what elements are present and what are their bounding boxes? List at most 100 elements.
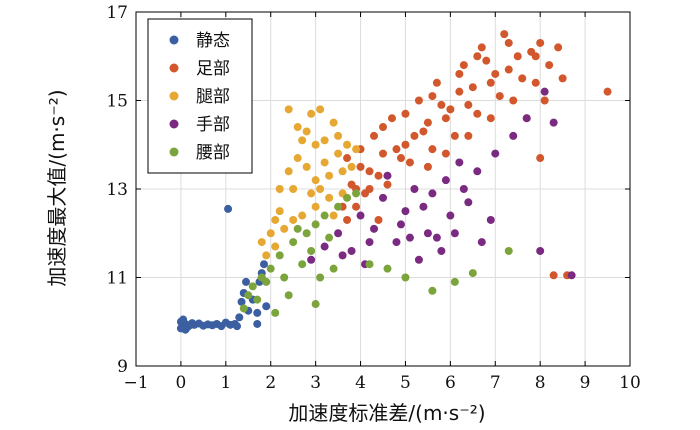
data-point [513, 52, 522, 61]
data-point [329, 118, 338, 127]
data-point [428, 286, 437, 295]
data-point [293, 154, 302, 163]
data-point [473, 167, 482, 176]
data-point [441, 114, 450, 123]
x-tick-label: 2 [265, 373, 276, 393]
data-point [181, 325, 190, 334]
x-tick-label: 9 [580, 373, 591, 393]
data-point [338, 167, 347, 176]
data-point [244, 291, 253, 300]
data-point [311, 220, 320, 229]
data-point [343, 193, 352, 202]
data-point [522, 114, 531, 123]
data-point [311, 300, 320, 309]
data-point [329, 264, 338, 273]
data-point [343, 140, 352, 149]
data-point [414, 255, 423, 264]
data-point [540, 96, 549, 105]
data-point [257, 238, 266, 247]
data-point [248, 282, 257, 291]
data-point [473, 52, 482, 61]
data-point [509, 131, 518, 140]
data-point [352, 202, 361, 211]
data-point [280, 224, 289, 233]
data-point [536, 154, 545, 163]
data-point [316, 105, 325, 114]
data-point [237, 297, 246, 306]
series-2 [338, 30, 612, 280]
data-point [531, 78, 540, 87]
y-tick-label: 9 [117, 357, 128, 377]
data-point [455, 87, 464, 96]
data-point [311, 202, 320, 211]
data-point [554, 43, 563, 52]
data-point [320, 242, 329, 251]
legend-label: 足部 [196, 59, 230, 79]
data-point [370, 131, 379, 140]
axis-ticks [135, 11, 631, 367]
data-point [437, 246, 446, 255]
data-point [370, 224, 379, 233]
data-point [262, 302, 271, 311]
data-point [307, 189, 316, 198]
data-point [540, 87, 549, 96]
data-point [446, 105, 455, 114]
legend-label: 腿部 [196, 87, 230, 107]
data-point [271, 308, 280, 317]
data-point [253, 319, 262, 328]
data-point [334, 149, 343, 158]
data-point [401, 273, 410, 282]
data-point [334, 202, 343, 211]
data-point [405, 233, 414, 242]
data-point [329, 211, 338, 220]
series-5 [239, 189, 513, 317]
data-point [401, 109, 410, 118]
data-point [432, 78, 441, 87]
data-point [298, 211, 307, 220]
data-point [455, 69, 464, 78]
data-point [293, 123, 302, 132]
data-point [320, 211, 329, 220]
data-point [419, 202, 428, 211]
x-tick-label: 7 [490, 373, 501, 393]
data-point [334, 229, 343, 238]
y-tick-label: 15 [106, 92, 128, 112]
data-point [289, 238, 298, 247]
data-point [396, 220, 405, 229]
legend-label: 腰部 [196, 143, 230, 163]
data-point [428, 145, 437, 154]
data-point [293, 224, 302, 233]
legend-marker [169, 119, 179, 129]
data-point [356, 162, 365, 171]
series-3 [257, 105, 361, 260]
data-point [316, 185, 325, 193]
data-point [500, 30, 509, 39]
data-point [365, 260, 374, 269]
data-point [374, 171, 383, 180]
data-points [176, 30, 612, 334]
data-point [495, 92, 504, 101]
x-tick-label: 10 [619, 373, 641, 393]
x-tick-label: −1 [123, 373, 148, 393]
data-point [441, 149, 450, 158]
data-point [396, 154, 405, 163]
data-point [316, 273, 325, 282]
data-point [464, 131, 473, 140]
data-point [253, 295, 262, 304]
data-point [383, 171, 392, 180]
data-point [365, 167, 374, 176]
data-point [307, 246, 316, 255]
data-point [482, 56, 491, 65]
data-point [302, 229, 311, 238]
data-point [504, 38, 513, 47]
data-point [603, 87, 612, 96]
data-point [365, 185, 374, 193]
data-point [536, 246, 545, 255]
data-point [271, 215, 280, 224]
data-point [325, 233, 334, 242]
data-point [437, 100, 446, 109]
data-point [347, 162, 356, 171]
data-point [379, 193, 387, 202]
data-point [558, 74, 567, 83]
data-point [486, 78, 495, 87]
